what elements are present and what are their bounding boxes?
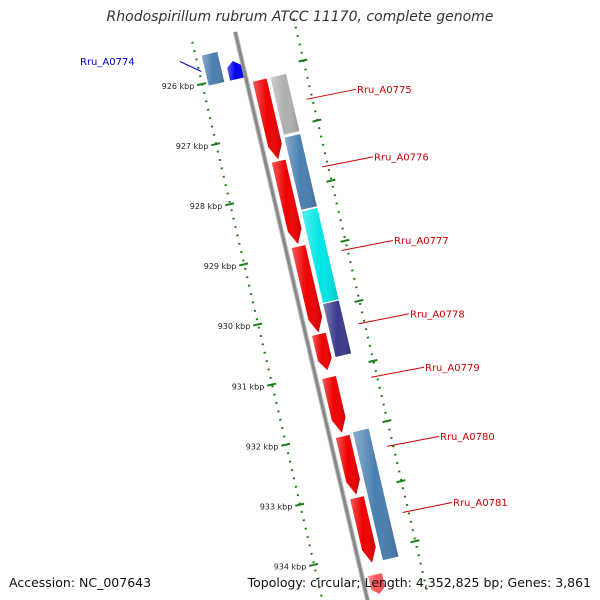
scale-tick-label: 928 kbp <box>190 202 223 211</box>
scale-major-tick <box>267 382 277 387</box>
scale-major-tick <box>340 238 350 243</box>
accession-text: Accession: NC_007643 <box>9 575 152 590</box>
gene-block-rru-a0780-shading <box>353 428 399 561</box>
gene-leader-line <box>306 88 357 100</box>
tick-layer <box>191 18 430 600</box>
cds-arrow-forward-shading <box>350 496 376 563</box>
cds-arrow-forward-shading <box>271 159 302 245</box>
gene-leader-line <box>387 435 440 447</box>
scale-tick-label: 930 kbp <box>218 322 251 331</box>
scale-major-tick <box>281 442 291 447</box>
genome-stats-text: Topology: circular; Length: 4,352,825 bp… <box>247 575 591 590</box>
scale-major-tick <box>225 202 235 207</box>
cds-arrow-forward-shading <box>291 245 323 333</box>
scale-major-tick <box>253 322 263 327</box>
gene-leader-line <box>402 502 453 513</box>
gene-block-rru-a0776-shading <box>284 134 317 210</box>
scale-major-tick <box>298 58 308 63</box>
scale-tick-label: 932 kbp <box>246 442 279 451</box>
scale-major-tick <box>326 178 336 183</box>
scale-major-tick <box>197 82 207 87</box>
scale-major-tick <box>312 118 322 123</box>
scale-major-tick <box>382 419 392 424</box>
scale-major-tick <box>396 479 406 484</box>
scale-major-tick <box>295 502 305 507</box>
scale-major-tick <box>354 298 364 303</box>
label-layer: 926 kbp 927 kbp 928 kbp 929 kbp 930 kbp 931 k… <box>80 57 508 572</box>
gene-label[interactable]: Rru_A0780 <box>440 432 495 443</box>
gene-leader-line <box>370 366 425 378</box>
gene-label[interactable]: Rru_A0777 <box>394 236 449 247</box>
scale-major-tick <box>368 359 378 363</box>
cds-arrow-forward-shading <box>322 376 346 433</box>
gene-leader-line <box>358 313 410 325</box>
gene-label[interactable]: Rru_A0775 <box>357 85 412 96</box>
scale-tick-label: 933 kbp <box>260 502 293 511</box>
scale-tick-label: 926 kbp <box>162 82 195 91</box>
gene-label[interactable]: Rru_A0778 <box>410 309 465 320</box>
gene-label[interactable]: Rru_A0779 <box>425 363 480 374</box>
scale-major-tick <box>410 539 420 544</box>
feature-layer <box>201 51 399 594</box>
sequence-backbone <box>233 31 370 600</box>
cds-arrow-forward-shading <box>252 78 282 160</box>
scale-major-tick <box>309 562 319 567</box>
scale-tick-label: 929 kbp <box>204 262 237 271</box>
gene-label[interactable]: Rru_A0781 <box>453 498 508 509</box>
genome-title: Rhodospirillum rubrum ATCC 11170, comple… <box>106 9 494 25</box>
gene-leader-line <box>341 239 394 251</box>
gene-leader-line <box>321 156 374 168</box>
cds-arrow-forward-shading <box>312 332 332 371</box>
cds-arrow-reverse-shading <box>227 61 244 81</box>
scale-tick-label: 927 kbp <box>176 142 209 151</box>
gene-block-rru-a0775-shading <box>270 73 300 135</box>
scale-tick-label: 934 kbp <box>274 563 307 572</box>
gene-label[interactable]: Rru_A0776 <box>374 152 429 163</box>
scale-major-tick <box>239 262 249 267</box>
gene-block-rru-a0778-shading <box>323 300 352 357</box>
backbone-layer <box>232 31 371 600</box>
cds-arrow-forward-shading <box>368 573 385 594</box>
cds-arrow-forward-shading <box>335 434 360 495</box>
scale-tick-label: 931 kbp <box>232 382 265 391</box>
gene-leader-line <box>179 61 202 72</box>
scale-major-tick <box>211 142 221 147</box>
gene-label[interactable]: Rru_A0774 <box>80 57 135 68</box>
gene-block-rru-a0774-shading <box>201 51 225 86</box>
gene-block-rru-a0777-shading <box>301 208 339 303</box>
